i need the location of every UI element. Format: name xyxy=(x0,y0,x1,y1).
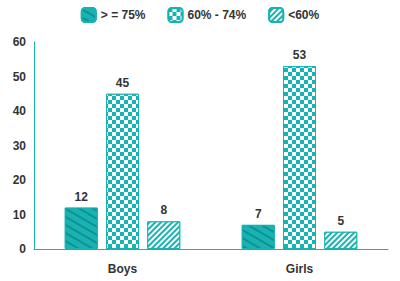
svg-text:30: 30 xyxy=(13,139,27,153)
svg-text:20: 20 xyxy=(13,173,27,187)
svg-text:<60%: <60% xyxy=(288,8,319,22)
svg-text:5: 5 xyxy=(337,214,344,228)
svg-text:60% - 74%: 60% - 74% xyxy=(187,8,246,22)
svg-text:Boys: Boys xyxy=(108,262,138,276)
svg-text:> = 75%: > = 75% xyxy=(101,8,146,22)
svg-text:10: 10 xyxy=(13,208,27,222)
svg-text:8: 8 xyxy=(160,203,167,217)
svg-text:7: 7 xyxy=(255,207,262,221)
svg-text:53: 53 xyxy=(293,48,307,62)
svg-text:Girls: Girls xyxy=(286,262,314,276)
svg-text:40: 40 xyxy=(13,104,27,118)
svg-text:0: 0 xyxy=(19,242,26,256)
svg-text:50: 50 xyxy=(13,70,27,84)
svg-text:12: 12 xyxy=(75,190,89,204)
svg-text:45: 45 xyxy=(116,76,130,90)
svg-text:60: 60 xyxy=(13,35,27,49)
